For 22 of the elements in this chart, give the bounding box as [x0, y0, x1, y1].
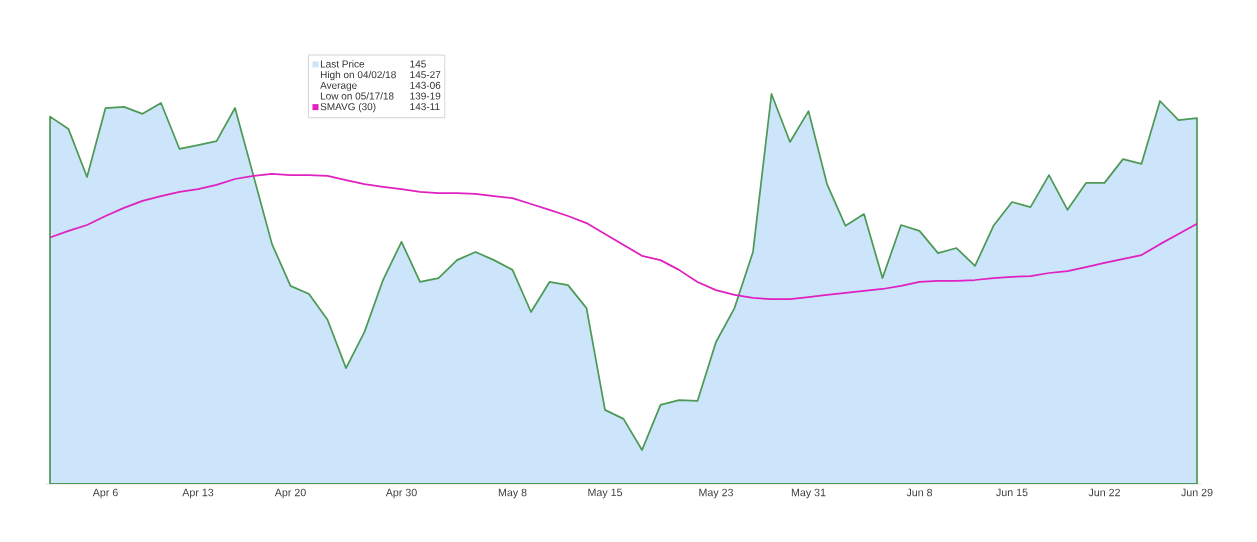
text: 145: [410, 60, 426, 68]
text: 145-27: [410, 71, 441, 79]
text: Average: [320, 81, 357, 91]
x-tick-label: Apr 6: [92, 488, 118, 499]
legend-label: Last Price: [320, 60, 365, 68]
legend-label: SMAVG (30): [320, 102, 376, 113]
annotation: 143-11: [410, 103, 440, 111]
x-tick-label: Jun 8: [906, 488, 933, 497]
x-tick-label: Apr 30: [385, 488, 417, 499]
x-tick-label: May 8: [498, 488, 527, 499]
x-tick-label: Jun 22: [1088, 488, 1120, 497]
text: 143-06: [410, 81, 441, 89]
x-tick-label: Jun 29: [1181, 488, 1213, 497]
x-tick-label: May 31: [791, 488, 826, 499]
x-tick-label: May 15: [588, 488, 623, 499]
x-tick-label: Apr 20: [274, 488, 306, 499]
annotation: Low on 05/17/18: [320, 92, 394, 100]
x-tick-label: May 23: [699, 488, 734, 499]
text: High on 04/02/18: [320, 70, 396, 81]
x-tick-label: Apr 13: [182, 488, 214, 499]
x-tick-label: Jun 15: [996, 488, 1028, 497]
annotation: 139-19: [410, 92, 441, 100]
